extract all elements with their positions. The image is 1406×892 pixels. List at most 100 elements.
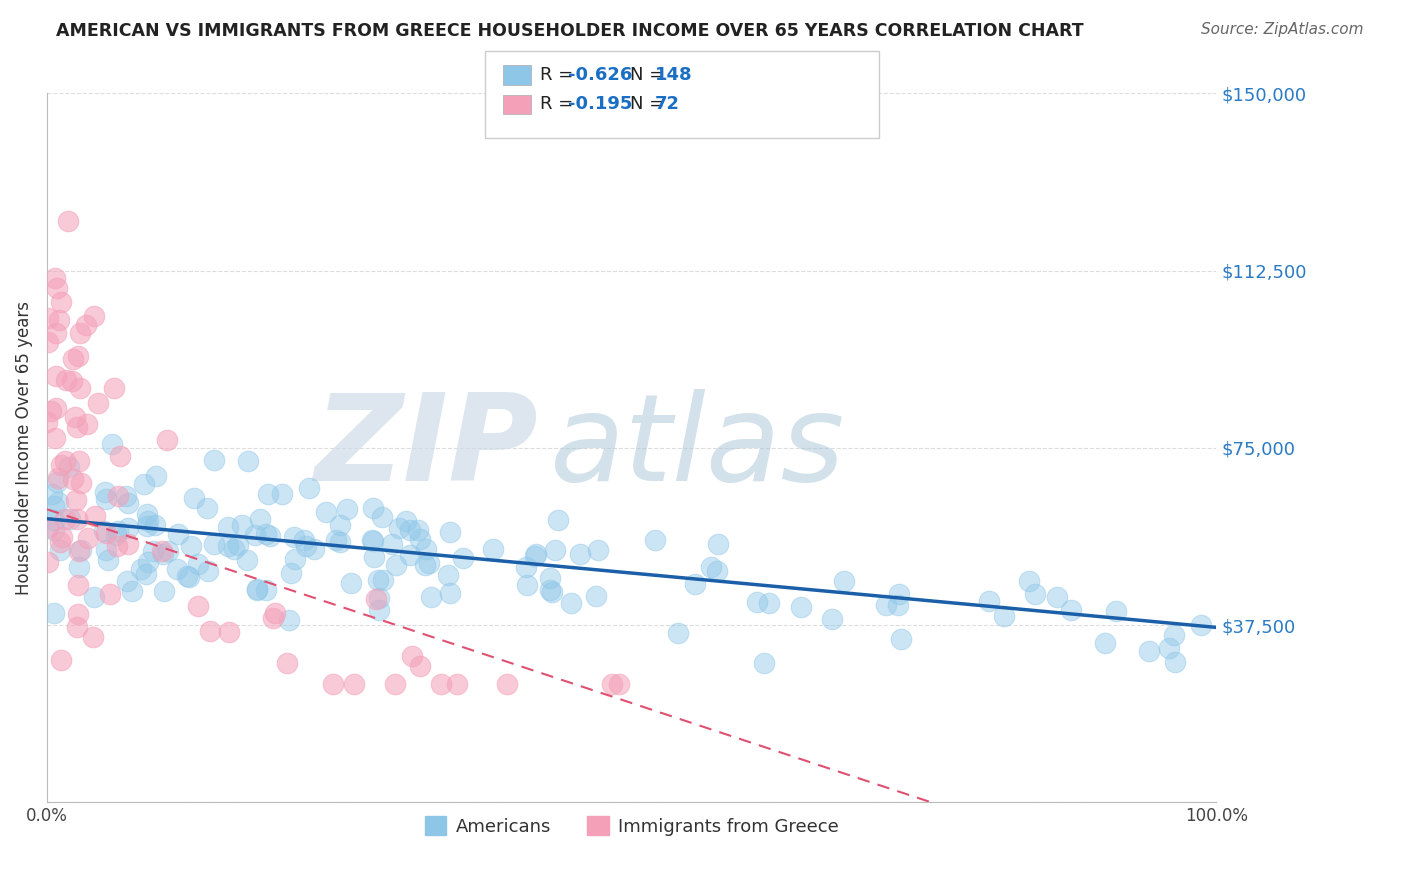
Point: [93, 524, 115, 538]
Point: [683, 577, 706, 591]
Point: [246, 582, 269, 597]
Point: [322, 677, 344, 691]
Point: [177, 570, 200, 584]
Point: [145, 468, 167, 483]
Point: [96, 543, 118, 558]
Point: [875, 598, 897, 612]
Point: [979, 594, 1001, 608]
Point: [418, 556, 440, 570]
Point: [134, 476, 156, 491]
Point: [46, 471, 69, 485]
Point: [63, 410, 86, 425]
Point: [249, 512, 271, 526]
Point: [42, 607, 65, 621]
Point: [69, 476, 91, 491]
Point: [284, 552, 307, 566]
Point: [666, 625, 689, 640]
Point: [1094, 635, 1116, 649]
Point: [44, 271, 66, 285]
Text: ZIP: ZIP: [315, 389, 538, 507]
Point: [66, 607, 89, 621]
Point: [55, 373, 77, 387]
Point: [399, 523, 422, 537]
Point: [482, 541, 505, 556]
Point: [49, 543, 72, 558]
Point: [37, 519, 59, 533]
Point: [401, 649, 423, 664]
Point: [385, 558, 408, 573]
Point: [83, 309, 105, 323]
Text: AMERICAN VS IMMIGRANTS FROM GREECE HOUSEHOLDER INCOME OVER 65 YEARS CORRELATION : AMERICAN VS IMMIGRANTS FROM GREECE HOUSE…: [56, 22, 1084, 40]
Point: [62, 472, 84, 486]
Point: [515, 560, 537, 574]
Point: [82, 630, 104, 644]
Point: [789, 600, 811, 615]
Point: [53, 512, 76, 526]
Point: [156, 543, 179, 558]
Point: [524, 549, 547, 563]
Point: [107, 489, 129, 503]
Point: [198, 624, 221, 638]
Point: [66, 577, 89, 591]
Point: [37, 310, 59, 325]
Point: [69, 542, 91, 557]
Point: [524, 547, 547, 561]
Point: [367, 603, 389, 617]
Legend: Americans, Immigrants from Greece: Americans, Immigrants from Greece: [418, 809, 845, 843]
Point: [66, 512, 89, 526]
Point: [278, 613, 301, 627]
Point: [94, 485, 117, 500]
Point: [384, 677, 406, 691]
Point: [53, 454, 76, 468]
Point: [97, 553, 120, 567]
Text: 72: 72: [655, 95, 681, 113]
Point: [706, 536, 728, 550]
Point: [131, 562, 153, 576]
Point: [136, 514, 159, 528]
Point: [329, 517, 352, 532]
Text: N =: N =: [630, 66, 669, 84]
Point: [150, 543, 173, 558]
Point: [560, 596, 582, 610]
Point: [538, 582, 561, 597]
Point: [98, 587, 121, 601]
Point: [187, 557, 209, 571]
Point: [339, 576, 361, 591]
Point: [152, 584, 174, 599]
Point: [409, 532, 432, 546]
Point: [42, 524, 65, 538]
Point: [67, 560, 90, 574]
Point: [84, 508, 107, 523]
Point: [42, 513, 65, 527]
Point: [76, 417, 98, 431]
Point: [420, 591, 443, 605]
Point: [516, 578, 538, 592]
Point: [439, 524, 461, 539]
Point: [48, 312, 70, 326]
Point: [1164, 655, 1187, 669]
Point: [263, 606, 285, 620]
Point: [406, 523, 429, 537]
Point: [388, 521, 411, 535]
Point: [45, 475, 67, 490]
Point: [117, 521, 139, 535]
Point: [257, 487, 280, 501]
Point: [540, 585, 562, 599]
Text: atlas: atlas: [550, 389, 845, 507]
Point: [58, 460, 80, 475]
Point: [59, 512, 82, 526]
Point: [360, 533, 382, 548]
Point: [373, 573, 395, 587]
Point: [62, 352, 84, 367]
Point: [231, 518, 253, 533]
Point: [236, 453, 259, 467]
Point: [87, 396, 110, 410]
Point: [832, 574, 855, 588]
Point: [183, 491, 205, 505]
Point: [1163, 628, 1185, 642]
Point: [51, 530, 73, 544]
Point: [283, 531, 305, 545]
Point: [292, 533, 315, 547]
Text: 148: 148: [655, 66, 693, 84]
Point: [41, 403, 63, 417]
